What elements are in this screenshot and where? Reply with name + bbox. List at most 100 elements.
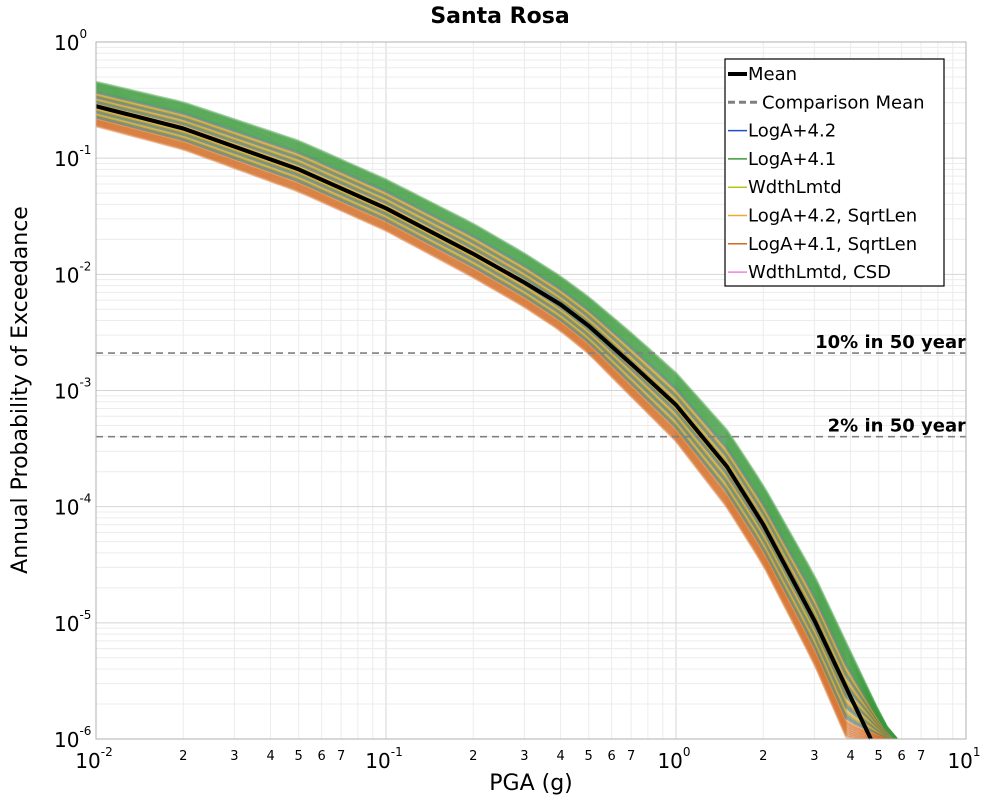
x-tick-label: 100 xyxy=(657,745,690,773)
band-curve xyxy=(96,107,898,739)
x-tick-base: 10 xyxy=(365,749,390,773)
x-tick-exponent: -2 xyxy=(101,745,113,759)
x-minor-tick-label: 3 xyxy=(230,749,238,764)
band-curve xyxy=(96,81,898,739)
x-minor-tick-label: 2 xyxy=(179,749,187,764)
band-curve xyxy=(96,83,898,739)
legend-label: WdthLmtd xyxy=(748,177,842,198)
reference-line-label: 10% in 50 year xyxy=(815,332,966,353)
y-tick-label: 10-3 xyxy=(54,376,91,404)
x-minor-tick-label: 4 xyxy=(846,749,854,764)
band-curve xyxy=(96,124,897,739)
reference-lines: 10% in 50 year 2% in 50 year xyxy=(96,332,966,438)
y-tick-base: 10 xyxy=(54,496,79,520)
y-tick-label: 10-1 xyxy=(54,143,91,171)
x-tick-base: 10 xyxy=(75,749,100,773)
band-curve xyxy=(96,112,897,739)
legend-label: LogA+4.2 xyxy=(748,121,836,142)
x-minor-tick-label: 4 xyxy=(266,749,274,764)
band-curve xyxy=(96,92,898,739)
band-curve xyxy=(96,98,898,739)
y-tick-base: 10 xyxy=(54,612,79,636)
band-curve xyxy=(96,99,898,739)
y-tick-exponent: -3 xyxy=(79,376,91,390)
x-minor-tick-label: 7 xyxy=(627,749,635,764)
y-tick-base: 10 xyxy=(54,263,79,287)
legend-label: WdthLmtd, CSD xyxy=(748,262,891,283)
x-minor-tick-label: 2 xyxy=(759,749,767,764)
band-curve xyxy=(96,123,897,739)
y-tick-base: 10 xyxy=(54,147,79,171)
x-tick-label: 101 xyxy=(947,745,980,773)
x-minor-tick-label: 7 xyxy=(337,749,345,764)
band-curve xyxy=(96,116,897,739)
band-curve xyxy=(96,87,898,739)
legend-label: LogA+4.2, SqrtLen xyxy=(748,206,917,227)
x-tick-label: 10-1 xyxy=(365,745,402,773)
band-curve xyxy=(96,118,897,739)
band-curve xyxy=(96,120,897,739)
band-curve xyxy=(96,88,898,739)
y-tick-base: 10 xyxy=(54,380,79,404)
y-tick-exponent: 0 xyxy=(79,27,87,41)
x-minor-tick-label: 4 xyxy=(556,749,564,764)
x-tick-exponent: 1 xyxy=(973,745,981,759)
chart-title: Santa Rosa xyxy=(430,4,569,29)
reference-line-label: 2% in 50 year xyxy=(828,416,966,437)
legend-label: Comparison Mean xyxy=(762,92,925,113)
band-curve xyxy=(96,89,898,739)
x-minor-tick-label: 3 xyxy=(810,749,818,764)
x-tick-label: 10-2 xyxy=(75,745,112,773)
y-tick-label: 10-4 xyxy=(54,492,91,520)
band-curve xyxy=(96,94,898,739)
x-tick-exponent: 0 xyxy=(683,745,691,759)
band-curve xyxy=(96,85,898,739)
band-curve xyxy=(96,108,898,739)
band-curve xyxy=(96,114,897,739)
band-curve xyxy=(96,111,897,739)
legend-label: Mean xyxy=(748,64,797,85)
mean-curve-line xyxy=(95,104,873,740)
legend-box xyxy=(724,58,945,287)
band-curve xyxy=(96,86,898,739)
x-minor-tick-label: 6 xyxy=(898,749,906,764)
band-curve xyxy=(96,82,898,739)
mean-curve xyxy=(95,104,873,740)
band-curve xyxy=(96,109,897,739)
x-minor-tick-label: 3 xyxy=(520,749,528,764)
band-curve xyxy=(96,90,898,739)
x-tick-base: 10 xyxy=(947,749,972,773)
band-curve xyxy=(96,115,897,739)
y-axis-label: Annual Probability of Exceedance xyxy=(8,206,33,574)
y-tick-label: 100 xyxy=(54,27,87,55)
plot-frame xyxy=(95,41,967,740)
y-tick-label: 10-6 xyxy=(54,724,91,752)
y-tick-base: 10 xyxy=(54,31,79,55)
legend-label: LogA+4.1 xyxy=(748,149,836,170)
legend: Mean Comparison Mean LogA+4.2 LogA+4.1 WdthL… xyxy=(724,58,945,287)
y-tick-exponent: -6 xyxy=(79,724,91,738)
y-tick-label: 10-5 xyxy=(54,608,91,636)
band-curve xyxy=(96,91,898,739)
x-minor-tick-label: 6 xyxy=(318,749,326,764)
x-axis-label: PGA (g) xyxy=(489,771,573,796)
y-tick-exponent: -5 xyxy=(79,608,91,622)
band-curve xyxy=(96,119,897,739)
band-curve xyxy=(96,84,898,739)
x-minor-tick-label: 5 xyxy=(295,749,303,764)
band-curve xyxy=(96,110,897,739)
band-curve xyxy=(96,95,898,739)
x-minor-tick-label: 6 xyxy=(608,749,616,764)
x-tick-exponent: -1 xyxy=(391,745,403,759)
band-curve xyxy=(96,113,897,739)
band-curve xyxy=(96,93,898,739)
x-minor-tick-label: 5 xyxy=(585,749,593,764)
y-tick-exponent: -4 xyxy=(79,492,91,506)
x-minor-tick-label: 2 xyxy=(469,749,477,764)
x-tick-base: 10 xyxy=(657,749,682,773)
y-tick-exponent: -2 xyxy=(79,259,91,273)
band-curve xyxy=(96,117,897,739)
